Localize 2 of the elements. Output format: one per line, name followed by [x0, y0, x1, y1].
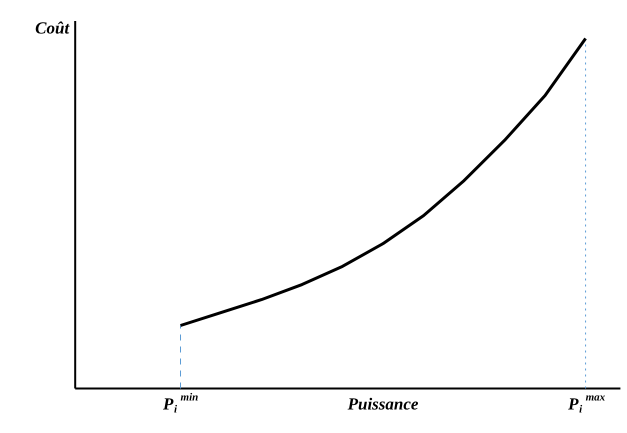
x-axis-title: Puissance — [346, 394, 419, 414]
text: Coût — [35, 18, 70, 38]
